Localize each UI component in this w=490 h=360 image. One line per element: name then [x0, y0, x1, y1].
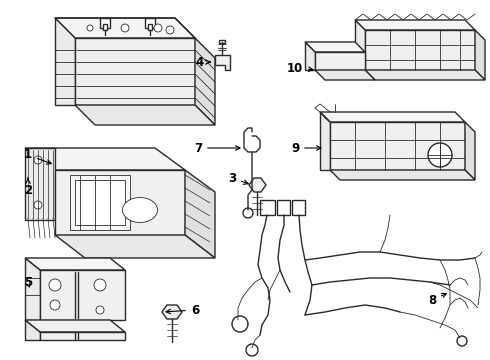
- Polygon shape: [25, 258, 125, 270]
- Circle shape: [34, 156, 42, 164]
- Polygon shape: [260, 200, 275, 215]
- Polygon shape: [70, 175, 130, 230]
- Circle shape: [166, 26, 174, 34]
- Circle shape: [121, 24, 129, 32]
- Polygon shape: [103, 24, 107, 30]
- Circle shape: [34, 201, 42, 209]
- Circle shape: [50, 300, 60, 310]
- Polygon shape: [25, 320, 40, 340]
- Polygon shape: [475, 30, 485, 80]
- Polygon shape: [305, 42, 315, 70]
- Circle shape: [428, 143, 452, 167]
- Polygon shape: [55, 170, 185, 235]
- Polygon shape: [75, 105, 215, 125]
- Polygon shape: [195, 38, 215, 125]
- Polygon shape: [25, 258, 40, 320]
- Circle shape: [87, 25, 93, 31]
- Circle shape: [232, 316, 248, 332]
- Ellipse shape: [122, 198, 157, 222]
- Polygon shape: [162, 305, 182, 319]
- Text: 5: 5: [24, 276, 32, 289]
- Polygon shape: [320, 112, 330, 170]
- Text: 7: 7: [194, 141, 240, 154]
- Text: 3: 3: [228, 171, 248, 184]
- Polygon shape: [330, 122, 465, 170]
- Circle shape: [49, 279, 61, 291]
- Polygon shape: [277, 200, 290, 215]
- Polygon shape: [55, 18, 195, 38]
- Polygon shape: [40, 332, 125, 340]
- Polygon shape: [148, 24, 152, 30]
- Polygon shape: [75, 180, 125, 225]
- Circle shape: [246, 344, 258, 356]
- Polygon shape: [355, 20, 475, 30]
- Polygon shape: [219, 40, 225, 43]
- Polygon shape: [185, 170, 215, 258]
- Text: 4: 4: [196, 55, 210, 68]
- Polygon shape: [55, 235, 215, 258]
- Polygon shape: [305, 42, 365, 52]
- Polygon shape: [365, 30, 475, 70]
- Polygon shape: [315, 52, 365, 70]
- Polygon shape: [365, 70, 485, 80]
- Text: 1: 1: [24, 148, 51, 164]
- Text: 9: 9: [291, 141, 321, 154]
- Polygon shape: [292, 200, 305, 215]
- Circle shape: [96, 306, 104, 314]
- Text: 6: 6: [166, 303, 199, 316]
- Polygon shape: [40, 270, 125, 320]
- Polygon shape: [355, 20, 365, 70]
- Polygon shape: [100, 18, 110, 28]
- Polygon shape: [249, 178, 266, 192]
- Polygon shape: [25, 148, 55, 220]
- Polygon shape: [315, 70, 375, 80]
- Polygon shape: [55, 18, 75, 105]
- Polygon shape: [465, 122, 475, 180]
- Polygon shape: [320, 112, 465, 122]
- Polygon shape: [145, 18, 155, 28]
- Polygon shape: [25, 148, 185, 170]
- Text: 8: 8: [428, 293, 446, 306]
- Circle shape: [94, 279, 106, 291]
- Text: 2: 2: [24, 178, 32, 197]
- Polygon shape: [25, 320, 125, 332]
- Polygon shape: [330, 170, 475, 180]
- Circle shape: [154, 24, 162, 32]
- Circle shape: [243, 208, 253, 218]
- Text: 10: 10: [287, 62, 313, 75]
- Polygon shape: [75, 38, 195, 105]
- Circle shape: [457, 336, 467, 346]
- Polygon shape: [215, 55, 230, 70]
